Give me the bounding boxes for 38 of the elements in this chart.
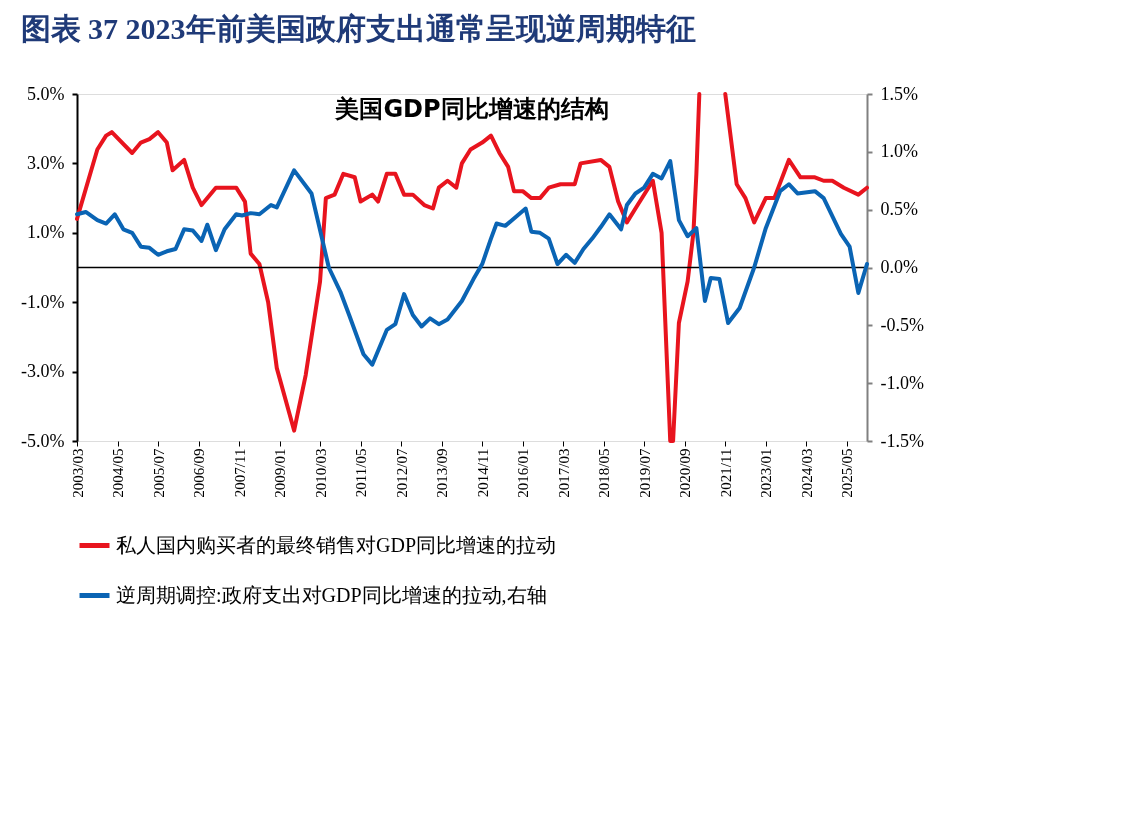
y2-tick-label: 1.5% (880, 83, 918, 104)
x-tick-label: 2010/03 (312, 448, 329, 498)
x-tick-label: 2007/11 (231, 448, 248, 498)
y-tick-label: -5.0% (21, 430, 65, 451)
y-tick-label: 3.0% (27, 152, 65, 173)
x-tick-label: 2021/11 (717, 448, 734, 498)
legend-label: 私人国内购买者的最终销售对GDP同比增速的拉动 (116, 533, 557, 556)
y2-tick-label: 0.0% (880, 257, 918, 277)
x-tick-label: 2012/07 (393, 448, 410, 498)
x-tick-label: 2018/05 (596, 448, 613, 498)
x-tick-label: 2013/09 (434, 448, 451, 498)
x-tick-label: 2025/05 (839, 448, 856, 498)
x-tick-label: 2006/09 (191, 448, 208, 498)
y2-tick-label: 1.0% (880, 141, 918, 162)
y2-tick-label: -1.0% (880, 372, 924, 393)
x-tick-label: 2009/01 (272, 448, 289, 498)
x-tick-label: 2023/01 (758, 448, 775, 498)
x-tick-label: 2003/03 (69, 448, 86, 498)
chart-subtitle: 美国GDP同比增速的结构 (334, 95, 609, 123)
x-tick-label: 2011/05 (353, 448, 370, 498)
y2-tick-label: -1.5% (880, 430, 924, 451)
chart-title: 图表 37 2023年前美国政府支出通常呈现逆周期特征 (20, 12, 696, 45)
x-tick-label: 2017/03 (555, 448, 572, 498)
y-tick-label: -3.0% (21, 361, 65, 382)
x-tick-label: 2020/09 (677, 448, 694, 498)
legend-label: 逆周期调控:政府支出对GDP同比增速的拉动,右轴 (116, 583, 547, 606)
x-tick-label: 2014/11 (474, 448, 491, 498)
y-tick-label: -1.0% (21, 291, 65, 312)
y2-tick-label: -0.5% (880, 314, 924, 335)
y2-tick-label: 0.5% (880, 199, 918, 220)
x-tick-label: 2019/07 (636, 448, 653, 498)
x-tick-label: 2016/01 (515, 448, 532, 498)
y-tick-label: 5.0% (27, 83, 65, 104)
x-tick-label: 2005/07 (150, 448, 167, 498)
line-series (75, 159, 869, 367)
x-tick-label: 2004/05 (110, 448, 127, 498)
y-tick-label: 1.0% (27, 222, 65, 243)
x-tick-label: 2024/03 (798, 448, 815, 498)
